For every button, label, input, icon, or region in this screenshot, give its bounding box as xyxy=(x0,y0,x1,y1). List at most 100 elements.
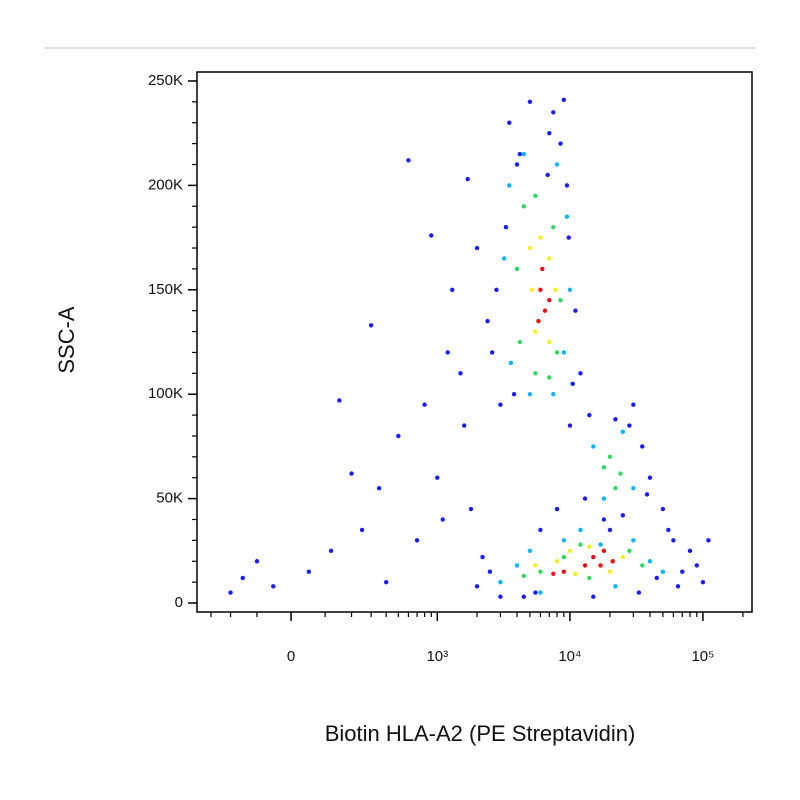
event-dot xyxy=(561,569,567,574)
event-dot xyxy=(573,308,578,313)
x-tick-label: 10³ xyxy=(426,648,448,665)
x-axis-label: Biotin HLA-A2 (PE Streptavidin) xyxy=(325,721,636,746)
event-dot xyxy=(587,412,592,418)
event-dot xyxy=(498,594,503,599)
event-dot xyxy=(542,308,548,313)
event-dot xyxy=(507,183,512,188)
event-dot xyxy=(429,233,434,238)
event-dot xyxy=(567,423,573,428)
event-dot xyxy=(414,538,420,543)
event-dot xyxy=(554,559,560,564)
event-dot xyxy=(640,444,645,449)
event-dot xyxy=(514,162,520,167)
event-dot xyxy=(591,594,596,599)
event-dot xyxy=(514,266,520,272)
event-dot xyxy=(533,193,538,199)
event-dot xyxy=(489,350,495,355)
event-dot xyxy=(582,496,588,501)
event-dot xyxy=(564,214,570,219)
event-dot xyxy=(631,402,636,407)
event-dot xyxy=(607,569,613,574)
event-dot xyxy=(533,371,538,376)
event-dot xyxy=(503,224,509,230)
event-dot xyxy=(671,538,676,543)
event-dot xyxy=(458,371,463,376)
event-dot xyxy=(551,571,556,576)
event-dot xyxy=(587,544,592,549)
event-dot xyxy=(538,569,543,574)
event-dot xyxy=(368,323,374,328)
event-dot xyxy=(598,542,603,547)
event-dot xyxy=(527,392,533,397)
event-dot xyxy=(527,99,533,105)
event-dot xyxy=(547,256,552,261)
event-dot xyxy=(529,287,535,292)
event-dot xyxy=(538,287,543,292)
event-dot xyxy=(551,110,556,115)
event-dot xyxy=(598,563,603,568)
event-dot xyxy=(328,548,334,554)
event-dot xyxy=(498,402,503,407)
event-dot xyxy=(540,266,545,272)
event-dot xyxy=(666,527,671,533)
event-dot xyxy=(627,423,632,428)
event-dot xyxy=(601,548,607,554)
event-dot xyxy=(578,542,583,547)
event-dot xyxy=(647,559,653,564)
event-dot xyxy=(440,517,445,522)
y-tick-label: 0 xyxy=(175,594,183,611)
event-dot xyxy=(636,590,642,595)
event-dot xyxy=(501,256,507,261)
event-dot xyxy=(521,151,527,157)
event-dot xyxy=(620,513,626,518)
x-tick-label: 0 xyxy=(287,648,295,665)
event-dot xyxy=(306,569,312,574)
event-dot xyxy=(561,538,567,543)
event-dot xyxy=(564,183,570,188)
event-dot xyxy=(607,527,613,533)
event-dot xyxy=(521,204,527,209)
event-dot xyxy=(627,548,632,554)
event-dot xyxy=(647,475,653,480)
event-dot xyxy=(511,392,517,397)
event-dot xyxy=(578,527,583,533)
event-dot xyxy=(485,318,490,324)
event-dot xyxy=(561,554,567,560)
event-dot xyxy=(582,563,588,568)
event-dot xyxy=(551,392,556,397)
event-dot xyxy=(527,548,533,554)
event-dot xyxy=(376,485,382,491)
y-tick-label: 150K xyxy=(148,281,183,298)
event-dot xyxy=(554,506,560,512)
event-dot xyxy=(694,563,700,568)
event-dot xyxy=(591,554,596,560)
event-dot xyxy=(675,584,681,589)
event-dot xyxy=(517,151,523,157)
y-tick-label: 100K xyxy=(148,385,183,402)
event-dot xyxy=(631,485,636,491)
event-dot xyxy=(422,402,427,407)
event-dot xyxy=(337,398,342,403)
x-tick-label: 10⁵ xyxy=(691,648,714,665)
event-dot xyxy=(494,287,499,292)
event-dot xyxy=(254,559,260,564)
event-dot xyxy=(547,130,552,136)
event-dot xyxy=(517,339,523,345)
event-dot xyxy=(566,235,571,240)
y-tick-label: 50K xyxy=(156,490,183,507)
event-dot xyxy=(383,579,389,585)
event-dot xyxy=(601,496,607,501)
event-dot xyxy=(680,569,685,574)
event-dot xyxy=(538,527,543,533)
event-dot xyxy=(450,287,455,292)
event-dot xyxy=(654,575,659,581)
event-dot xyxy=(359,527,365,533)
event-dot xyxy=(660,506,666,512)
event-dot xyxy=(406,158,411,163)
event-dot xyxy=(700,579,706,585)
event-dot xyxy=(558,298,563,303)
event-dot xyxy=(618,471,623,476)
event-dot xyxy=(349,471,354,476)
event-dot xyxy=(468,506,474,512)
